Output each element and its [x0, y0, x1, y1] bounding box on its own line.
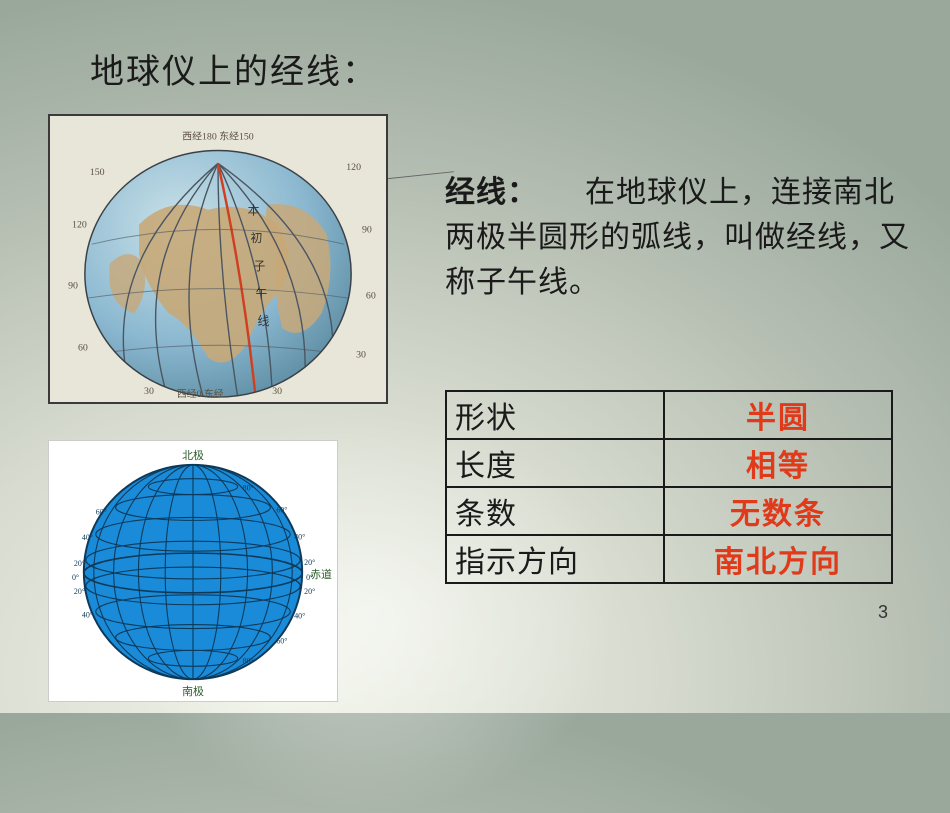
svg-text:0°: 0° [306, 573, 313, 582]
north-pole-label: 北极 [182, 448, 204, 462]
table-row: 指示方向南北方向 [446, 535, 892, 583]
globe-grid-figure: 北极 南极 [48, 440, 338, 702]
equator-label: 赤道 [310, 567, 332, 581]
svg-text:30: 30 [272, 386, 282, 397]
globe1-top-label: 西经180 东经150 [182, 130, 254, 143]
svg-text:30: 30 [356, 350, 366, 361]
svg-text:初: 初 [251, 231, 263, 245]
table-value: 相等 [664, 439, 892, 487]
table-value: 半圆 [664, 391, 892, 439]
svg-text:60°: 60° [96, 507, 107, 516]
svg-text:90: 90 [68, 281, 78, 292]
svg-text:20°: 20° [74, 587, 85, 596]
page-number: 3 [878, 602, 888, 623]
globe-meridians-figure: 西经180 东经150 150 120 90 60 120 90 60 30 3… [48, 114, 388, 404]
svg-text:子: 子 [254, 259, 266, 273]
svg-text:80°: 80° [243, 484, 254, 493]
table-key: 长度 [446, 439, 664, 487]
slide-title: 地球仪上的经线： [90, 44, 378, 93]
properties-table: 形状半圆长度相等条数无数条指示方向南北方向 [445, 390, 893, 584]
svg-text:60°: 60° [276, 636, 287, 645]
definition-term: 经线： [445, 176, 523, 209]
svg-text:60: 60 [366, 290, 376, 301]
svg-text:20°: 20° [304, 587, 315, 596]
svg-text:120: 120 [346, 162, 361, 173]
table-row: 条数无数条 [446, 487, 892, 535]
svg-text:60°: 60° [276, 505, 287, 514]
definition-block: 经线： 在地球仪上，连接南北两极半圆形的弧线，叫做经线，又称子午线。 [445, 170, 915, 305]
svg-text:0°: 0° [72, 573, 79, 582]
table-value: 南北方向 [664, 535, 892, 583]
svg-text:60: 60 [78, 343, 88, 354]
svg-text:20°: 20° [304, 558, 315, 567]
table-row: 形状半圆 [446, 391, 892, 439]
table-value: 无数条 [664, 487, 892, 535]
svg-text:本: 本 [248, 204, 260, 218]
table-row: 长度相等 [446, 439, 892, 487]
table-key: 条数 [446, 487, 664, 535]
svg-text:20°: 20° [74, 559, 85, 568]
svg-text:120: 120 [72, 219, 87, 230]
svg-text:40°: 40° [294, 532, 305, 541]
svg-text:西经0 东经: 西经0 东经 [177, 387, 224, 400]
svg-text:90: 90 [362, 224, 372, 235]
svg-text:30: 30 [144, 386, 154, 397]
svg-text:80°: 80° [243, 656, 254, 665]
svg-text:150: 150 [90, 167, 105, 178]
table-key: 指示方向 [446, 535, 664, 583]
svg-text:40°: 40° [82, 611, 93, 620]
south-pole-label: 南极 [182, 684, 204, 698]
svg-text:40°: 40° [294, 612, 305, 621]
svg-text:午: 午 [255, 286, 267, 300]
svg-text:线: 线 [257, 314, 269, 328]
table-key: 形状 [446, 391, 664, 439]
svg-text:40°: 40° [82, 533, 93, 542]
